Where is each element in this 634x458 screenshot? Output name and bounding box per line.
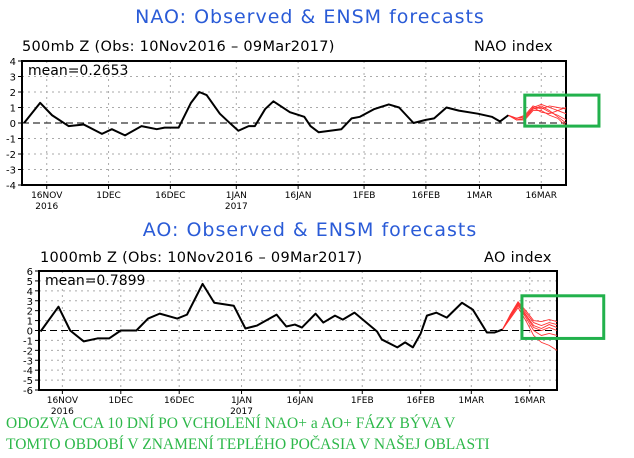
ao-x-tick-year: 2017 [230,407,253,417]
ao-y-tick-label: -1 [23,336,33,347]
ao-y-tick-label: 3 [27,297,33,308]
ao-x-tick-label: 16MAR [514,396,546,406]
ao-y-tick-label: -4 [23,366,33,377]
nao-y-tick-label: 4 [10,57,16,68]
nao-y-tick-label: 1 [10,104,16,115]
ao-highlight-box [520,294,606,340]
ao-ensemble-member-4 [502,306,558,351]
ao-y-tick-label: 4 [27,287,33,298]
ao-x-tick-year: 2016 [51,407,74,417]
ao-y-tick-label: 0 [27,327,33,338]
ao-x-tick-label: 1MAR [458,396,484,406]
nao-x-tick-label: 16FEB [412,191,441,201]
ao-y-tick-label: -2 [23,346,33,357]
nao-mean-label: mean=0.2653 [28,63,128,79]
nao-observed-line [23,91,509,137]
nao-subtitle: 500mb Z (Obs: 10Nov2016 – 09Mar2017) [22,39,335,55]
nao-y-tick-label: -3 [6,166,16,177]
ao-x-tick-label: 16FEB [406,396,435,406]
ao-y-tick-label: 1 [27,317,33,328]
ao-x-tick-label: 1JAN [231,396,252,406]
nao-y-tick-label: 0 [10,119,16,130]
nao-x-tick-year: 2017 [225,202,248,212]
ao-x-tick-label: 16DEC [164,396,194,406]
nao-chart-title: NAO: Observed & ENSM forecasts [135,6,485,28]
nao-x-tick-label: 1MAR [467,191,493,201]
ao-y-tick-label: -3 [23,356,33,367]
ao-y-tick-label: 2 [27,307,33,318]
ao-ensemble-member-2 [502,304,558,331]
nao-ensemble-member-5 [508,106,567,119]
ao-ensemble-member-5 [502,303,558,336]
ao-y-tick-label: 6 [27,267,33,278]
nao-highlight-box [523,93,601,128]
ao-ensemble-member-3 [502,300,558,330]
nao-x-tick-label: 16NOV [31,191,63,201]
note-line-1: ODOZVA CCA 10 DNÍ PO VCHOLENÍ NAO+ a AO+… [6,415,456,432]
nao-index-label: NAO index [474,39,553,55]
nao-x-tick-label: 1DEC [96,191,121,201]
nao-y-tick-label: -1 [6,135,16,146]
ao-y-tick-label: -5 [23,376,33,387]
nao-x-tick-label: 1JAN [226,191,247,201]
ao-x-tick-label: 1FEB [351,396,374,406]
ao-y-tick-label: -6 [23,386,33,397]
ao-x-tick-label: 1DEC [108,396,133,406]
ao-x-tick-label: 16JAN [287,396,314,406]
ao-y-tick-label: 5 [27,277,33,288]
nao-x-tick-label: 16DEC [155,191,185,201]
nao-x-tick-label: 16MAR [525,191,557,201]
nao-y-tick-label: -2 [6,150,16,161]
note-line-2: TOMTO OBDOBÍ V ZNAMENÍ TEPLÉHO POČASIA V… [6,436,490,453]
nao-y-tick-label: -4 [6,181,16,192]
ao-mean-label: mean=0.7899 [45,273,145,289]
ao-ensemble-member-6 [502,302,558,330]
nao-ensemble-member-6 [508,105,567,124]
ao-chart-title: AO: Observed & ENSM forecasts [142,219,478,241]
nao-y-tick-label: 2 [10,88,16,99]
nao-y-tick-label: 3 [10,73,16,84]
nao-x-tick-label: 1FEB [353,191,376,201]
ao-index-label: AO index [484,250,552,266]
nao-x-tick-label: 16JAN [285,191,312,201]
ao-x-tick-label: 16NOV [47,396,79,406]
ao-subtitle: 1000mb Z (Obs: 10Nov2016 – 09Mar2017) [40,250,363,266]
ao-observed-line [39,282,503,349]
nao-x-tick-year: 2016 [35,202,58,212]
